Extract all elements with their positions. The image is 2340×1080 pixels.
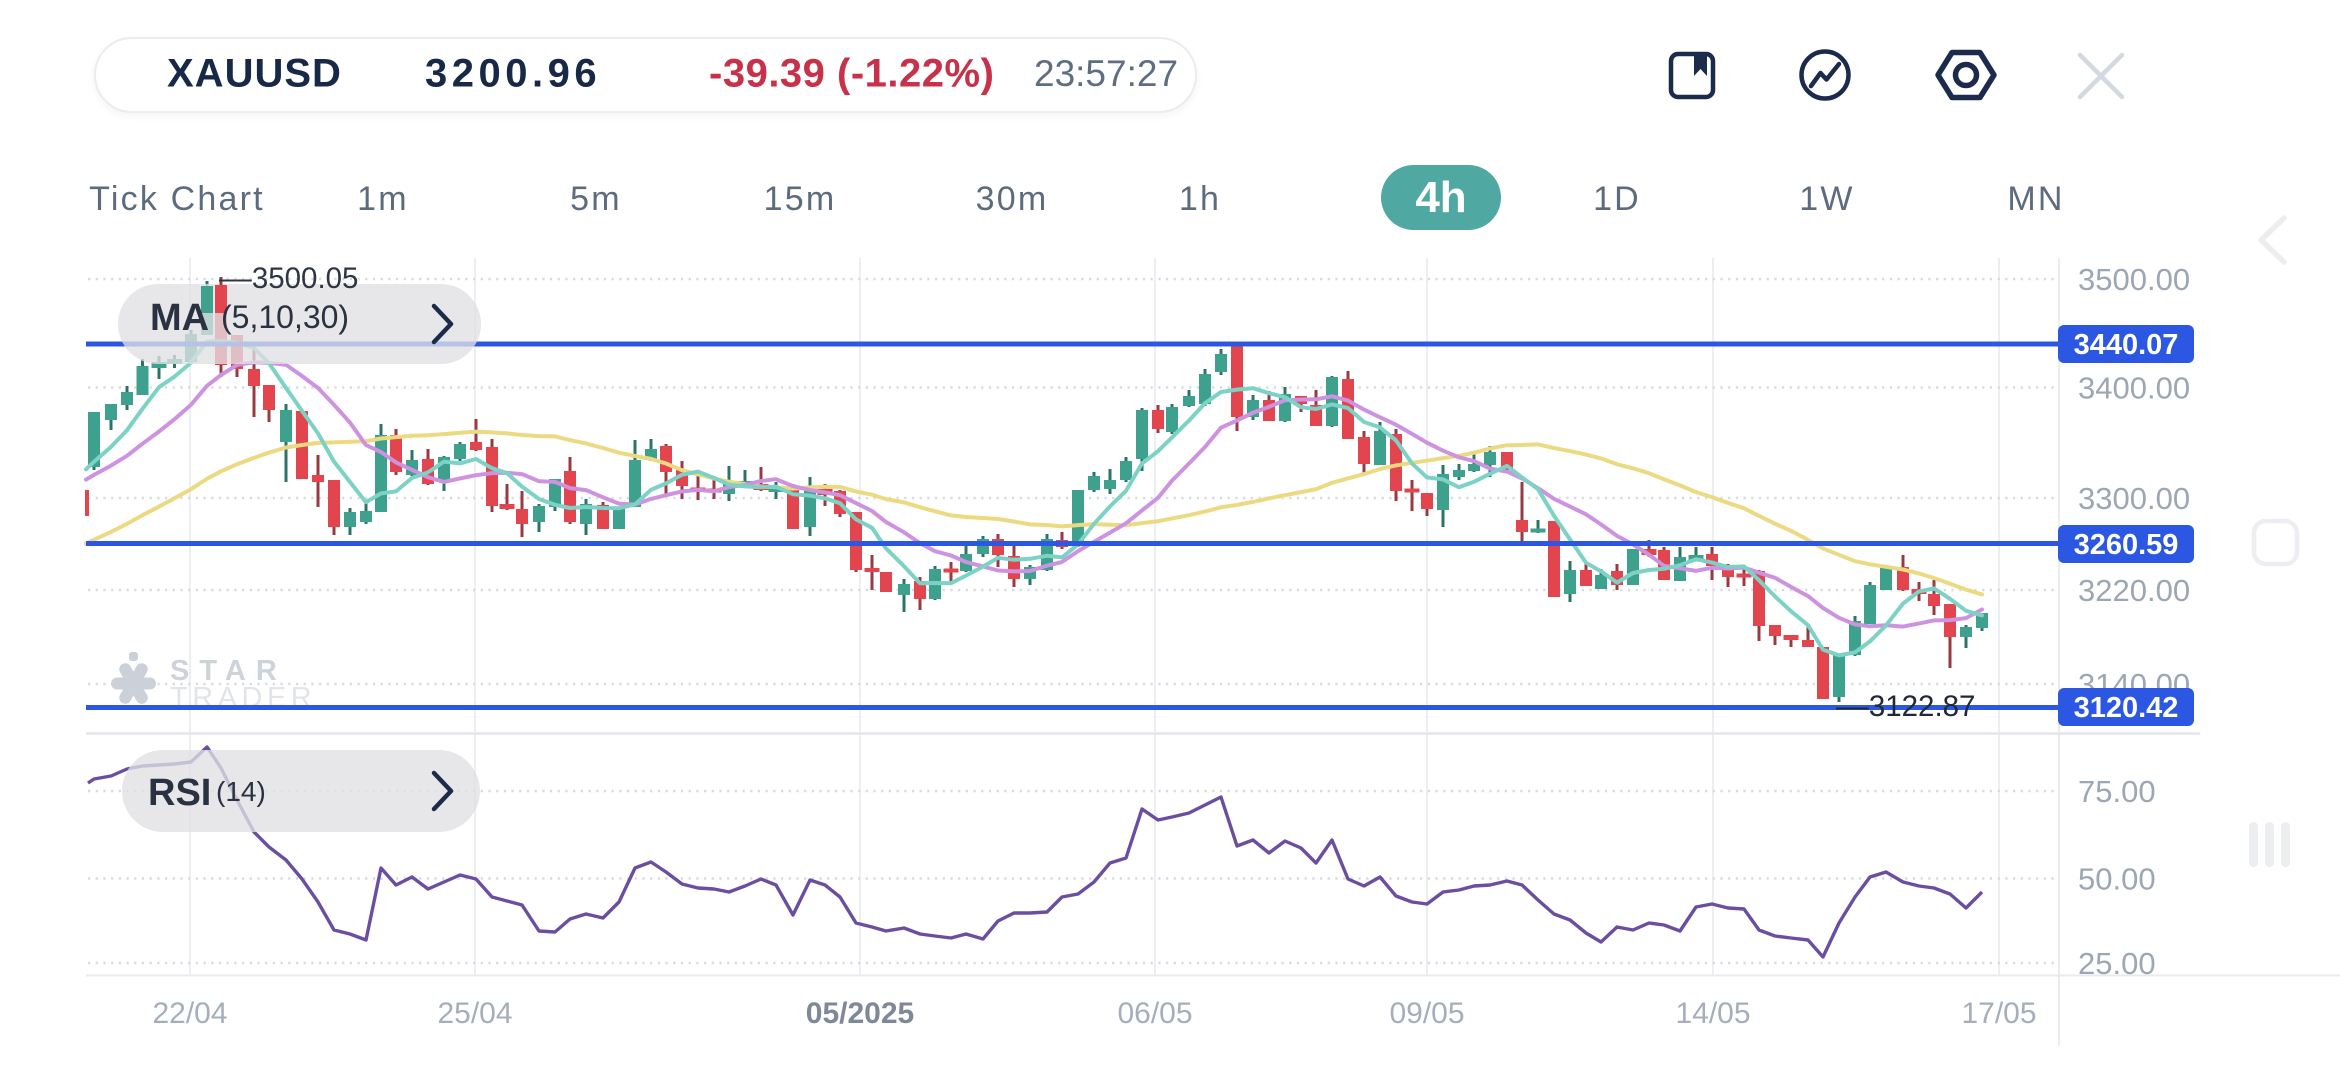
svg-text:(5,10,30): (5,10,30) <box>221 299 349 335</box>
svg-text:3300.00: 3300.00 <box>2078 481 2190 516</box>
svg-text:25.00: 25.00 <box>2078 946 2156 981</box>
svg-text:25/04: 25/04 <box>437 997 512 1030</box>
svg-text:3500.00: 3500.00 <box>2078 262 2190 297</box>
svg-text:22/04: 22/04 <box>152 997 227 1030</box>
svg-text:MA: MA <box>150 297 209 339</box>
svg-text:3120.42: 3120.42 <box>2074 692 2179 724</box>
svg-text:05/2025: 05/2025 <box>806 997 914 1030</box>
svg-text:06/05: 06/05 <box>1117 997 1192 1030</box>
svg-text:17/05: 17/05 <box>1961 997 2036 1030</box>
svg-text:14/05: 14/05 <box>1675 997 1750 1030</box>
svg-text:3220.00: 3220.00 <box>2078 573 2190 608</box>
svg-text:––3122.87: ––3122.87 <box>1836 690 1975 723</box>
svg-text:3260.59: 3260.59 <box>2074 529 2179 561</box>
svg-text:75.00: 75.00 <box>2078 774 2156 809</box>
svg-text:09/05: 09/05 <box>1389 997 1464 1030</box>
svg-text:––3500.05: ––3500.05 <box>219 262 358 295</box>
svg-text:3440.07: 3440.07 <box>2074 329 2179 361</box>
svg-text:RSI: RSI <box>148 772 211 814</box>
svg-text:STAR: STAR <box>170 655 287 687</box>
svg-text:3400.00: 3400.00 <box>2078 371 2190 406</box>
svg-text:(14): (14) <box>216 776 266 807</box>
svg-text:50.00: 50.00 <box>2078 862 2156 897</box>
